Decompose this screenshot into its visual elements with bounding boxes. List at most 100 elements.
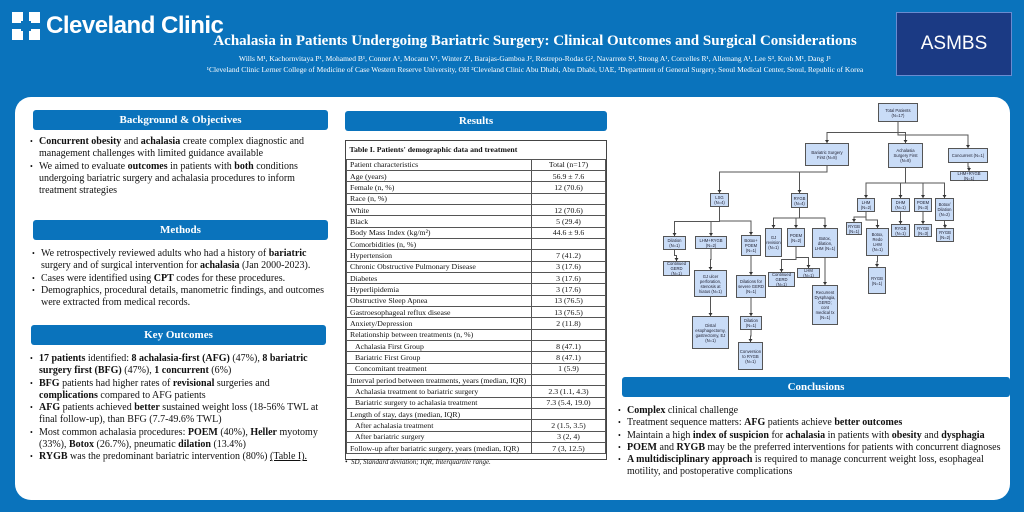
- row-label: Obstructive Sleep Apnea: [346, 294, 532, 307]
- bullet-text: and: [657, 441, 677, 453]
- table-row: Obstructive Sleep Apnea 13 (76.5): [346, 294, 606, 307]
- row-value: 2.3 (1.1, 4.3): [531, 385, 606, 398]
- table-row: Black 5 (29.4): [346, 215, 606, 228]
- flowchart-node-l2b: Distal esophagectomy, gastrectomy, EJ (N…: [692, 316, 729, 349]
- flowchart-node-a2: DHM (N=1): [891, 198, 910, 212]
- flowchart-node-a1b: Botox, Redo LHM (N=1): [866, 228, 889, 256]
- flowchart-node-total: Total Patients (N=17): [878, 103, 918, 122]
- bullet-item: 17 patients identified: 8 achalasia-firs…: [30, 353, 330, 378]
- row-value: 7.3 (5.4, 19.0): [531, 396, 606, 410]
- bullet-text: create complex diagnostic and management…: [39, 136, 305, 160]
- bullet-text: surgery and of surgical intervention for: [41, 260, 201, 272]
- row-value: 1 (5.9): [531, 362, 606, 376]
- bullet-text: in patients with: [167, 160, 235, 172]
- bullet-text: compared to AFG patients: [97, 389, 206, 401]
- row-value: 56.9 ± 7.6: [531, 169, 606, 183]
- row-value: [531, 192, 606, 205]
- cleveland-clinic-logo: Cleveland Clinic: [12, 12, 224, 40]
- row-value: 5 (29.4): [531, 215, 606, 228]
- bullet-text: BFG: [39, 377, 60, 389]
- row-label: Black: [346, 215, 532, 228]
- table-row: Female (n, %) 12 (70.6): [346, 181, 606, 194]
- bullet-text: was the predominant bariatric interventi…: [67, 451, 270, 463]
- row-label: Age (years): [346, 169, 532, 183]
- flowchart-node-r2b: LHM (N=1): [797, 268, 820, 278]
- row-value: 3 (17.6): [531, 271, 606, 285]
- logo-text: Cleveland Clinic: [46, 12, 224, 39]
- row-value: 8 (47.1): [531, 351, 606, 364]
- row-label: Relationship between treatments (n, %): [346, 328, 532, 342]
- conclusions-heading: Conclusions: [622, 377, 1010, 397]
- flowchart-node-a4: Botox/ Dilation (N=2): [935, 198, 954, 221]
- flowchart-node-a2a: RYGB (N=1): [891, 224, 910, 237]
- table-link[interactable]: (Table I).: [269, 451, 308, 463]
- row-value: 12 (70.6): [531, 181, 606, 194]
- row-label: Race (n, %): [346, 192, 532, 205]
- bullet-item: Concurrent obesity and achalasia create …: [30, 136, 330, 161]
- flowchart-node-l3a: Dilations for severe GERD (N=1): [736, 275, 766, 298]
- bullet-text: clinical challenge: [665, 405, 739, 416]
- table-row: Concomitant treatment 1 (5.9): [346, 362, 606, 376]
- table-row: Achalasia treatment to bariatric surgery…: [346, 385, 606, 398]
- row-label: Hyperlipidemia: [346, 283, 532, 296]
- bullet-text: 8 bariatric surgery first (BFG): [39, 353, 308, 377]
- table-row: After achalasia treatment 2 (1.5, 3.5): [346, 419, 606, 432]
- bullet-text: patients achieved: [60, 402, 135, 414]
- row-label: White: [346, 203, 532, 217]
- flowchart-node-a3a: RYGB (N=3): [914, 224, 932, 237]
- bullet-item: A multidisciplinary approach is required…: [618, 454, 1013, 479]
- bullet-text: (6%): [208, 365, 232, 377]
- row-value: [531, 374, 606, 387]
- bullet-text: better: [134, 402, 160, 414]
- bullet-text: identified:: [85, 353, 132, 364]
- flowchart-node-l1a: Continued GERD (N=1): [663, 261, 690, 276]
- bullet-text: and: [921, 429, 942, 441]
- row-value: 3 (17.6): [531, 260, 606, 273]
- bullet-text: POEM: [627, 441, 657, 453]
- bullet-text: (47%),: [229, 353, 263, 364]
- bullet-item: Cases were identified using CPT codes fo…: [32, 273, 332, 286]
- bullet-text: dilation: [178, 439, 211, 451]
- row-label: Achalasia treatment to bariatric surgery: [346, 385, 532, 398]
- row-label: Comorbidities (n, %): [346, 237, 532, 251]
- bullet-text: myotomy (33%),: [39, 426, 318, 451]
- table-row: Body Mass Index (kg/m²) 44.6 ± 9.6: [346, 226, 606, 239]
- bullet-text: achalasia: [140, 136, 181, 147]
- row-label: Concomitant treatment: [346, 362, 532, 376]
- table-row: Length of stay, days (median, IQR): [346, 408, 606, 421]
- flowchart-node-lsg: LSG (N=4): [710, 193, 729, 207]
- row-label: Length of stay, days (median, IQR): [346, 408, 532, 421]
- row-value: 2 (1.5, 3.5): [531, 419, 606, 432]
- bullet-text: (47%),: [121, 365, 155, 377]
- table-row: Diabetes 3 (17.6): [346, 271, 606, 285]
- table-caption: Table I. Patients' demographic data and …: [346, 141, 606, 160]
- row-label: Patient characteristics: [346, 158, 532, 171]
- row-value: 13 (76.5): [531, 294, 606, 307]
- bullet-text: (Jan 2000-2023).: [239, 260, 311, 272]
- bullet-text: AFG: [744, 417, 766, 429]
- flowchart-node-r1: GJ revision (N=1): [765, 228, 782, 257]
- row-label: Bariatric surgery to achalasia treatment: [346, 396, 532, 410]
- bullet-text: outcomes: [127, 160, 168, 172]
- methods-heading: Methods: [33, 220, 328, 240]
- bullet-text: 8 achalasia-first (AFG): [131, 353, 230, 364]
- key-outcomes-heading: Key Outcomes: [31, 325, 326, 345]
- bullet-text: obesity: [891, 429, 922, 441]
- bullet-text: Most common achalasia procedures:: [39, 426, 188, 438]
- bullet-text: patients had higher rates of: [59, 377, 173, 389]
- bullet-text: bariatric: [268, 248, 307, 259]
- bullet-text: in patients with: [825, 429, 892, 441]
- background-list: Concurrent obesity and achalasia create …: [30, 136, 330, 197]
- table-row: Patient characteristics Total (n=17): [346, 158, 606, 171]
- row-value: 7 (3, 12.5): [531, 442, 606, 455]
- row-label: Achalasia First Group: [346, 339, 532, 353]
- bullet-text: Heller: [250, 426, 277, 438]
- bullet-text: Maintain a high: [627, 429, 693, 441]
- flowchart-node-l3b: Dilation (N=1): [740, 316, 762, 330]
- row-label: Hypertension: [346, 249, 532, 262]
- flowchart-node-l3: Botox+ POEM (N=1): [741, 235, 761, 256]
- flowchart-node-r2a: Continued GERD (N=1): [768, 272, 795, 287]
- bullet-text: complications: [39, 389, 98, 401]
- table-footnote: • SD, Standard deviation; IQR, Interquar…: [345, 458, 491, 466]
- flowchart-node-r3a: Recurrent Dysphagia, GERD; cont medical …: [812, 285, 838, 325]
